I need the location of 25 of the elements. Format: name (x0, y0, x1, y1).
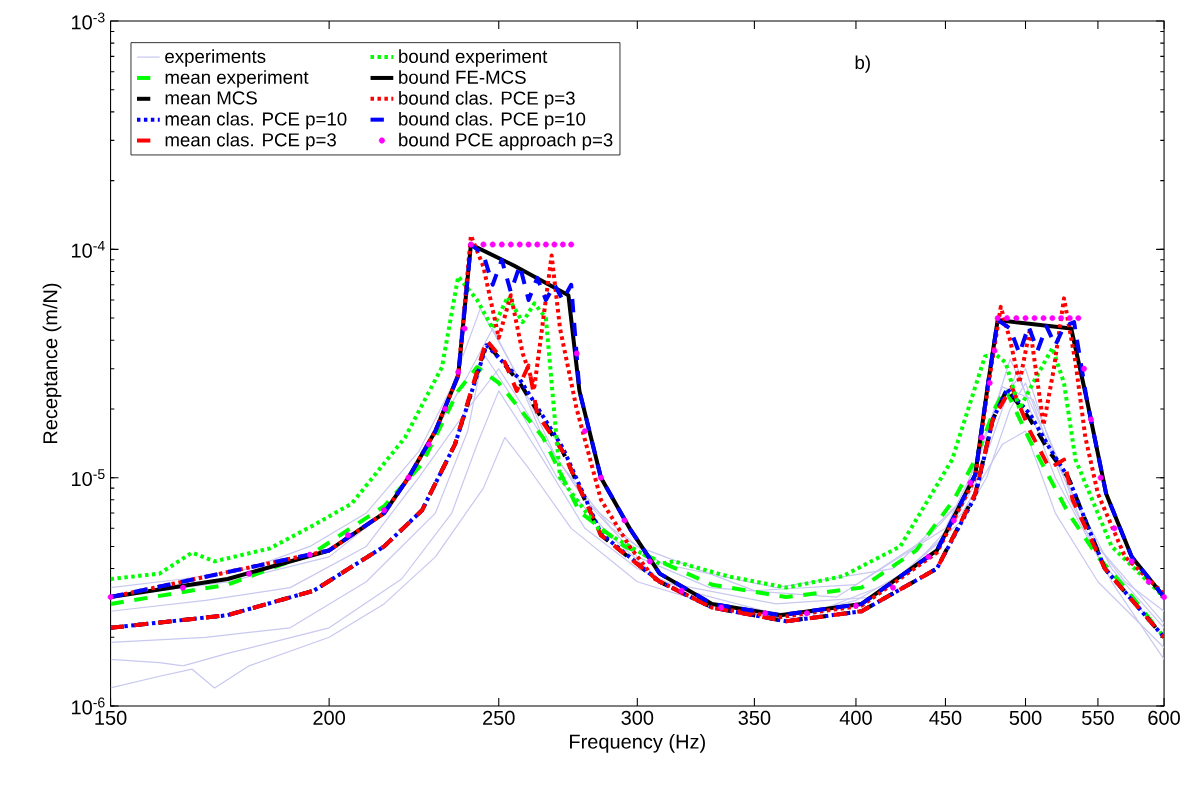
legend-label: bound clas. PCE p=3 (399, 91, 575, 109)
y-axis-title: Receptance (m/N) (42, 283, 62, 444)
x-tick-label: 550 (1082, 710, 1114, 725)
x-tick-label: 600 (1148, 710, 1180, 725)
x-tick-label: 450 (929, 710, 962, 725)
legend-label: mean clas. PCE p=3 (165, 132, 336, 151)
x-tick-label: 300 (621, 710, 654, 725)
legend-label: mean MCS (165, 91, 257, 105)
legend-label: mean experiment (165, 70, 309, 88)
y-tick-label: 10$^{-3}$ (72, 12, 105, 30)
x-axis-title: Frequency (Hz) (570, 734, 705, 753)
annotation: b) (855, 55, 870, 73)
x-tick-label: 250 (483, 710, 515, 725)
x-tick-label: 400 (839, 710, 872, 725)
y-tick-label: 10$^{-4}$ (72, 240, 105, 258)
x-tick-label: 500 (1009, 710, 1042, 725)
x-tick-label: 350 (738, 710, 771, 725)
x-tick-label: 200 (313, 710, 346, 725)
legend-label: mean clas. PCE p=10 (165, 111, 347, 130)
legend-label: bound experiment (399, 49, 548, 67)
legend-label: bound PCE approach p=3 (399, 132, 613, 151)
legend-label: bound FE-MCS (399, 70, 526, 84)
legend-label: experiments (165, 49, 266, 67)
y-tick-label: 10$^{-5}$ (72, 469, 105, 487)
legend-label: bound clas. PCE p=10 (399, 111, 586, 130)
